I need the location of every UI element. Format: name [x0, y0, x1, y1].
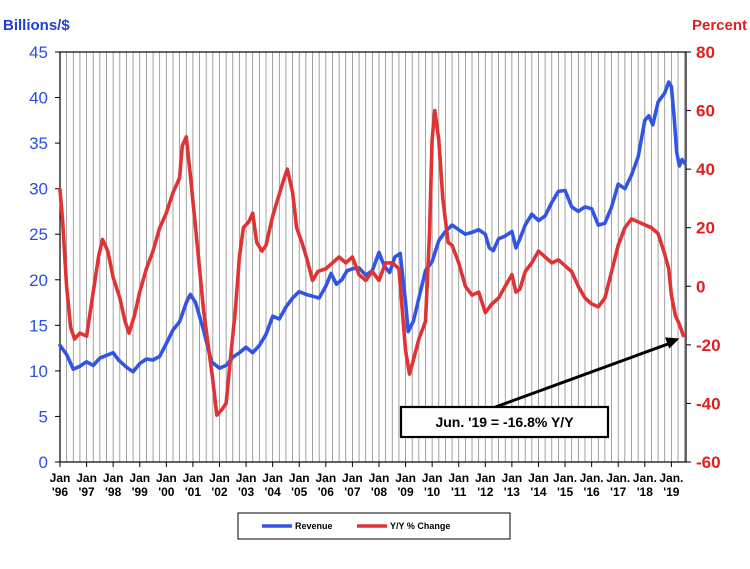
x-tick-label: Jan: [475, 471, 496, 485]
x-tick-label: Jan: [236, 471, 257, 485]
x-tick-label-year: '02: [211, 485, 228, 499]
x-tick-label-year: '09: [397, 485, 414, 499]
axes: 051015202530354045-60-40-20020406080Jan'…: [29, 43, 721, 499]
x-tick-label-year: '97: [78, 485, 95, 499]
x-tick-label: Jan: [289, 471, 310, 485]
x-tick-label: Jan: [183, 471, 204, 485]
legend: Revenue Y/Y % Change: [237, 512, 511, 540]
legend-label-yy-change: Y/Y % Change: [390, 521, 450, 531]
x-tick-label: Jan: [156, 471, 177, 485]
x-tick-label: Jan: [342, 471, 363, 485]
x-tick-label-year: '14: [530, 485, 547, 499]
x-tick-label: Jan: [315, 471, 336, 485]
x-tick-label: Jan.: [606, 471, 630, 485]
x-tick-label-year: '03: [238, 485, 255, 499]
plot-area-frame: [59, 51, 687, 463]
left-tick-label: 25: [29, 225, 48, 244]
x-tick-label: Jan: [422, 471, 443, 485]
right-tick-label: -40: [696, 394, 721, 413]
x-tick-label: Jan: [129, 471, 150, 485]
series-line-y-y-change: [58, 108, 686, 417]
x-tick-label-year: '99: [132, 485, 149, 499]
x-tick-label-year: '18: [637, 485, 654, 499]
x-tick-label: Jan: [50, 471, 71, 485]
left-tick-label: 45: [29, 43, 48, 62]
x-tick-label-year: '01: [185, 485, 202, 499]
right-tick-label: 20: [696, 219, 715, 238]
x-tick-label-year: '11: [451, 485, 467, 499]
x-tick-label-year: '15: [557, 485, 574, 499]
right-tick-label: -20: [696, 336, 721, 355]
x-tick-label: Jan: [103, 471, 124, 485]
right-tick-label: 40: [696, 160, 715, 179]
x-tick-label-year: '05: [291, 485, 308, 499]
x-tick-label-year: '96: [52, 485, 69, 499]
left-tick-label: 35: [29, 134, 48, 153]
x-tick-label: Jan: [209, 471, 230, 485]
callout-arrowhead: [665, 337, 680, 349]
x-tick-label-year: '10: [424, 485, 441, 499]
x-tick-label-year: '98: [105, 485, 122, 499]
callout-box: [399, 405, 610, 439]
right-tick-label: -60: [696, 453, 721, 472]
left-tick-label: 10: [29, 362, 48, 381]
x-tick-label-year: '07: [344, 485, 361, 499]
series-lines: [58, 80, 687, 417]
right-axis-unit-label: Percent: [692, 17, 747, 34]
left-axis-unit-label: Billions/$: [3, 17, 70, 34]
x-tick-label-year: '04: [265, 485, 282, 499]
left-tick-label: 5: [39, 407, 48, 426]
x-tick-label: Jan: [76, 471, 97, 485]
x-tick-label: Jan.: [659, 471, 683, 485]
x-tick-label-year: '16: [584, 485, 601, 499]
gridlines: [59, 52, 686, 462]
x-tick-label: Jan.: [553, 471, 577, 485]
x-tick-label: Jan: [369, 471, 390, 485]
x-tick-label: Jan: [395, 471, 416, 485]
x-tick-label: Jan: [262, 471, 283, 485]
left-tick-label: 40: [29, 89, 48, 108]
x-tick-label-year: '12: [477, 485, 494, 499]
annotation: Jun. '19 = -16.8% Y/Y: [399, 337, 680, 439]
callout-text: Jun. '19 = -16.8% Y/Y: [435, 414, 574, 430]
x-tick-label-year: '00: [158, 485, 175, 499]
x-tick-label: Jan: [502, 471, 523, 485]
callout-arrow: [489, 342, 670, 411]
x-tick-label-year: '19: [663, 485, 680, 499]
left-tick-label: 15: [29, 316, 48, 335]
x-tick-label: Jan.: [633, 471, 657, 485]
x-tick-label: Jan: [448, 471, 469, 485]
x-tick-label-year: '08: [371, 485, 388, 499]
x-tick-label: Jan: [528, 471, 549, 485]
x-tick-label-year: '13: [504, 485, 521, 499]
left-tick-label: 30: [29, 180, 48, 199]
right-tick-label: 0: [696, 277, 705, 296]
legend-label-revenue: Revenue: [295, 521, 333, 531]
left-tick-label: 0: [39, 453, 48, 472]
series-line-revenue: [58, 80, 687, 374]
left-tick-label: 20: [29, 271, 48, 290]
x-tick-label: Jan.: [580, 471, 604, 485]
x-tick-label-year: '06: [318, 485, 335, 499]
right-tick-label: 60: [696, 102, 715, 121]
x-tick-label-year: '17: [610, 485, 627, 499]
right-tick-label: 80: [696, 43, 715, 62]
